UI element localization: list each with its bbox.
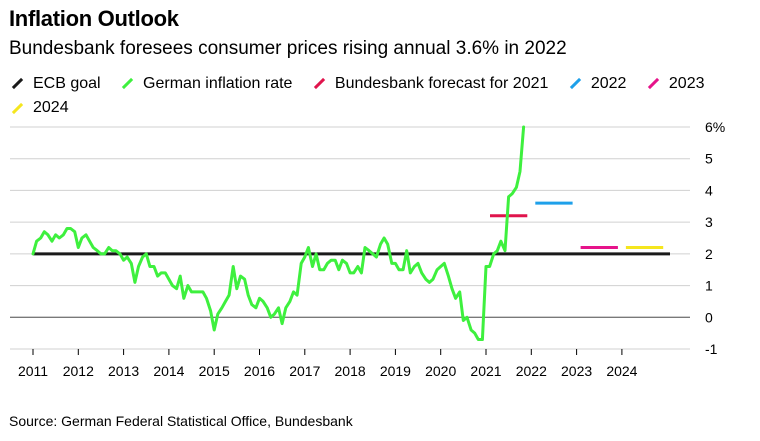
legend-label: German inflation rate [143, 74, 293, 92]
legend-item-ecb-goal: ECB goal [9, 73, 101, 95]
y-tick-label: 3 [705, 214, 713, 230]
y-tick-label: 5 [705, 151, 713, 167]
y-tick-label: 4 [705, 182, 713, 198]
x-tick-label: 2024 [606, 363, 637, 379]
chart-source: Source: German Federal Statistical Offic… [9, 413, 353, 429]
chart-subtitle: Bundesbank foresees consumer prices risi… [9, 38, 567, 59]
y-tick-label: 2 [705, 246, 713, 262]
legend-item-forecast-2021: Bundesbank forecast for 2021 [311, 73, 548, 95]
legend-label: Bundesbank forecast for 2021 [334, 74, 549, 92]
y-tick-label: -1 [705, 341, 718, 357]
x-tick-label: 2018 [335, 363, 366, 379]
y-tick-label: 0 [705, 309, 713, 325]
legend-item-2022: 2022 [567, 73, 627, 95]
y-tick-label: 6% [705, 119, 725, 135]
x-tick-label: 2011 [18, 363, 48, 379]
x-tick-label: 2015 [199, 363, 230, 379]
legend-item-2023: 2023 [645, 73, 705, 95]
chart-title: Inflation Outlook [9, 6, 179, 31]
legend-label: 2023 [668, 74, 705, 92]
x-tick-label: 2023 [561, 363, 592, 379]
x-tick-label: 2020 [425, 363, 456, 379]
legend-item-german-inflation: German inflation rate [119, 73, 292, 95]
legend-label: 2022 [590, 74, 627, 92]
chart-legend: ECB goal German inflation rate Bundesban… [9, 70, 729, 119]
x-tick-label: 2017 [289, 363, 320, 379]
x-tick-label: 2013 [108, 363, 139, 379]
y-tick-label: 1 [705, 278, 713, 294]
legend-label: 2024 [33, 99, 69, 116]
x-tick-label: 2019 [380, 363, 411, 379]
legend-item-2024: 2024 [9, 97, 69, 119]
x-tick-label: 2021 [470, 363, 501, 379]
german-inflation-line [31, 125, 526, 341]
x-tick-label: 2012 [63, 363, 94, 379]
legend-label: ECB goal [33, 74, 101, 92]
x-tick-label: 2016 [244, 363, 275, 379]
x-tick-label: 2022 [516, 363, 547, 379]
x-tick-label: 2014 [153, 363, 184, 379]
